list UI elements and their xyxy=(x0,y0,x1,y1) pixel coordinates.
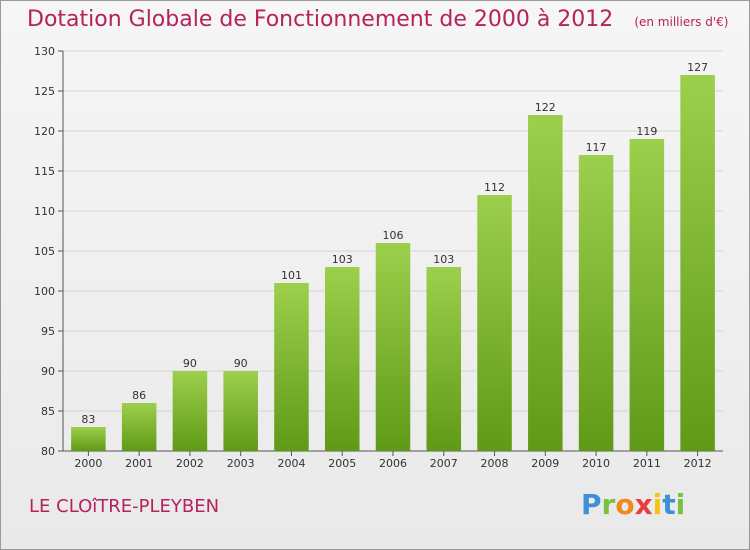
data-label: 112 xyxy=(484,181,505,194)
y-tick-label: 115 xyxy=(34,165,55,178)
y-tick-label: 105 xyxy=(34,245,55,258)
logo-letter: i xyxy=(652,488,663,521)
x-tick-label: 2001 xyxy=(125,457,153,470)
data-label: 90 xyxy=(183,357,197,370)
logo-letter: i xyxy=(675,488,686,521)
chart-title: Dotation Globale de Fonctionnement de 20… xyxy=(27,7,728,32)
chart-unit-note: (en milliers d'€) xyxy=(634,15,729,29)
bar xyxy=(324,267,360,451)
x-tick-label: 2012 xyxy=(684,457,712,470)
bar xyxy=(477,195,512,451)
bar xyxy=(578,155,614,451)
bar xyxy=(375,243,411,451)
x-tick-label: 2011 xyxy=(633,457,661,470)
bar xyxy=(71,427,106,451)
town-name: LE CLOîTRE-PLEYBEN xyxy=(29,496,220,517)
logo-letter: P xyxy=(581,488,602,521)
x-tick-label: 2006 xyxy=(379,457,407,470)
data-label: 103 xyxy=(433,253,454,266)
bar xyxy=(223,371,258,451)
data-label: 90 xyxy=(234,357,248,370)
y-tick-label: 110 xyxy=(34,205,55,218)
bar xyxy=(121,403,157,451)
data-label: 117 xyxy=(586,141,607,154)
x-tick-label: 2000 xyxy=(74,457,102,470)
data-label: 127 xyxy=(687,61,708,74)
y-tick-label: 130 xyxy=(34,45,55,58)
x-tick-label: 2005 xyxy=(328,457,356,470)
chart-title-text: Dotation Globale de Fonctionnement de 20… xyxy=(27,7,614,32)
x-tick-label: 2002 xyxy=(176,457,204,470)
x-tick-label: 2008 xyxy=(481,457,509,470)
logo-letter: o xyxy=(615,488,635,521)
x-tick-label: 2009 xyxy=(531,457,559,470)
data-label: 103 xyxy=(332,253,353,266)
y-tick-label: 120 xyxy=(34,125,55,138)
logo-letter: t xyxy=(662,488,676,521)
bars xyxy=(71,75,715,451)
bar xyxy=(528,115,563,451)
data-label: 119 xyxy=(636,125,657,138)
x-tick-label: 2003 xyxy=(227,457,255,470)
bar xyxy=(172,371,208,451)
data-label: 83 xyxy=(81,413,95,426)
x-tick-label: 2007 xyxy=(430,457,458,470)
logo-letter: r xyxy=(601,488,616,521)
logo-letter: x xyxy=(634,488,653,521)
y-tick-label: 90 xyxy=(41,365,55,378)
data-label: 106 xyxy=(383,229,404,242)
y-tick-label: 80 xyxy=(41,445,55,458)
x-tick-label: 2004 xyxy=(277,457,305,470)
x-tick-label: 2010 xyxy=(582,457,610,470)
y-tick-label: 95 xyxy=(41,325,55,338)
data-label: 86 xyxy=(132,389,146,402)
bar xyxy=(426,267,462,451)
y-tick-label: 85 xyxy=(41,405,55,418)
bar xyxy=(629,139,665,451)
data-label: 122 xyxy=(535,101,556,114)
y-tick-label: 100 xyxy=(34,285,55,298)
bar xyxy=(680,75,715,451)
y-tick-label: 125 xyxy=(34,85,55,98)
data-labels: 83 86 90 90 101 103 106 103 112 122 117 119 127 xyxy=(81,61,708,426)
proxiti-logo[interactable]: Proxiti xyxy=(581,488,685,521)
data-label: 101 xyxy=(281,269,302,282)
bar xyxy=(274,283,309,451)
